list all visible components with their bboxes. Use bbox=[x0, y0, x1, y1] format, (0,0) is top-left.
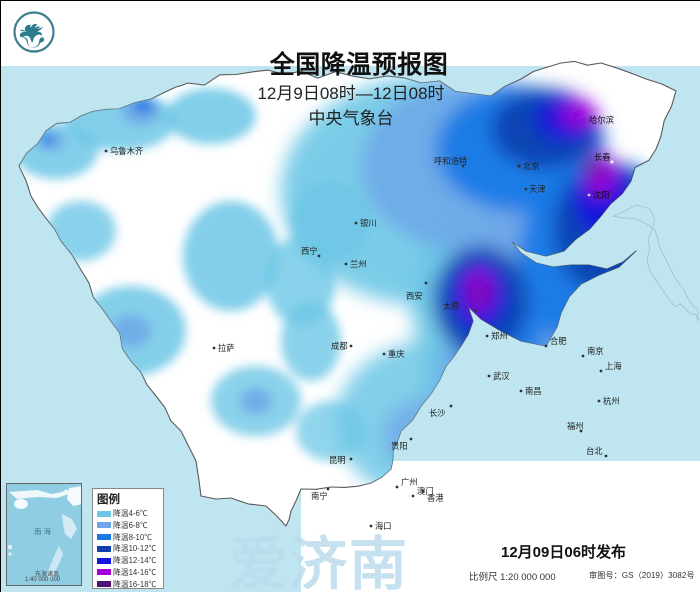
svg-text:西宁: 西宁 bbox=[301, 246, 318, 256]
svg-text:福州: 福州 bbox=[567, 421, 584, 431]
svg-text:南昌: 南昌 bbox=[525, 386, 542, 396]
svg-text:昆明: 昆明 bbox=[329, 455, 346, 465]
svg-text:银川: 银川 bbox=[360, 218, 377, 228]
svg-text:成都: 成都 bbox=[331, 341, 348, 351]
svg-text:乌鲁木齐: 乌鲁木齐 bbox=[110, 146, 143, 156]
svg-text:拉萨: 拉萨 bbox=[218, 343, 235, 353]
svg-text:杭州: 杭州 bbox=[603, 396, 620, 406]
svg-text:天津: 天津 bbox=[529, 184, 546, 194]
svg-text:合肥: 合肥 bbox=[550, 336, 567, 346]
svg-text:广州: 广州 bbox=[401, 477, 418, 487]
svg-text:台北: 台北 bbox=[586, 446, 603, 456]
svg-text:郑州: 郑州 bbox=[491, 331, 508, 341]
svg-text:长春: 长春 bbox=[594, 152, 611, 162]
svg-text:南宁: 南宁 bbox=[311, 491, 328, 501]
svg-text:兰州: 兰州 bbox=[350, 259, 367, 269]
svg-text:长沙: 长沙 bbox=[429, 408, 446, 418]
svg-text:南京: 南京 bbox=[587, 346, 604, 356]
svg-text:哈尔滨: 哈尔滨 bbox=[589, 115, 614, 125]
svg-text:重庆: 重庆 bbox=[388, 349, 405, 359]
svg-text:上海: 上海 bbox=[605, 361, 622, 371]
svg-text:西安: 西安 bbox=[406, 291, 423, 301]
svg-text:北京: 北京 bbox=[523, 161, 540, 171]
svg-text:贵阳: 贵阳 bbox=[391, 441, 408, 451]
svg-text:武汉: 武汉 bbox=[493, 371, 510, 381]
svg-text:沈阳: 沈阳 bbox=[593, 190, 610, 200]
svg-text:香港: 香港 bbox=[427, 493, 444, 503]
svg-text:太原: 太原 bbox=[443, 301, 460, 311]
svg-text:呼和浩特: 呼和浩特 bbox=[434, 156, 467, 166]
